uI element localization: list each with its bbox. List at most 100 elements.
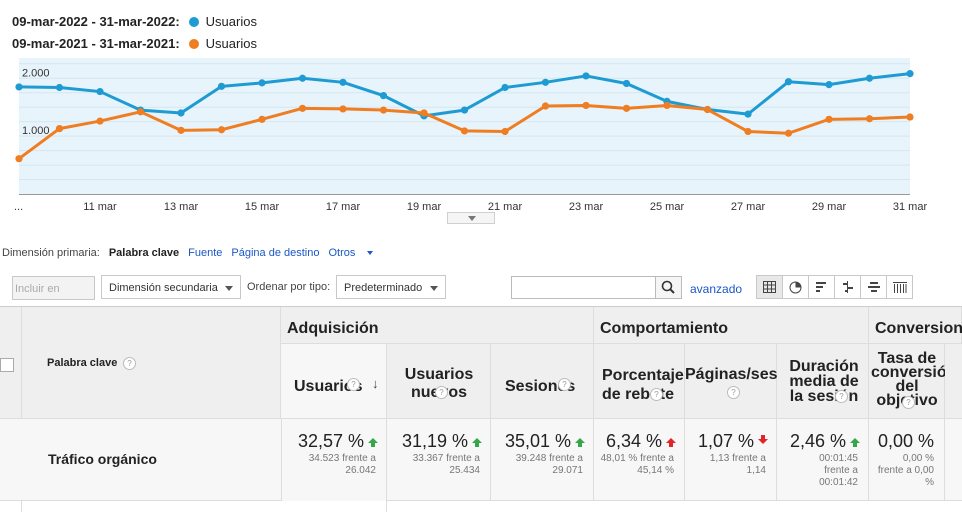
search-button[interactable] bbox=[655, 276, 682, 299]
x-tick-label: 11 mar bbox=[83, 201, 117, 213]
help-icon[interactable]: ? bbox=[123, 357, 136, 370]
data-point bbox=[339, 105, 347, 113]
sessions-change-value: 35,01 % bbox=[504, 431, 571, 451]
data-point bbox=[865, 74, 874, 82]
bounce-detail: 48,01 % frente a 45,14 % bbox=[600, 453, 674, 476]
sort-type-label: Ordenar por tipo: bbox=[247, 281, 331, 293]
data-point bbox=[663, 101, 671, 110]
pages-detail: 1,13 frente a 1,14 bbox=[709, 453, 766, 476]
duration-column-header[interactable]: Duración media de la sesión ? bbox=[777, 344, 869, 419]
acquisition-group-header: Adquisición bbox=[281, 307, 594, 344]
comparison-view-icon[interactable] bbox=[834, 275, 861, 299]
new-users-change-value: 31,19 % bbox=[401, 431, 468, 451]
data-point bbox=[96, 87, 104, 96]
secondary-dimension-select[interactable]: Dimensión secundaria bbox=[101, 275, 241, 299]
sort-type-select[interactable]: Predeterminado bbox=[336, 275, 446, 299]
chevron-down-icon bbox=[468, 216, 476, 221]
new-users-cell: 31,19 % 33.367 frente a 25.434 bbox=[387, 419, 491, 501]
bar-view-icon[interactable] bbox=[808, 275, 835, 299]
dimension-keyword[interactable]: Palabra clave bbox=[108, 247, 180, 259]
next-row-checkbox-cell bbox=[0, 501, 22, 512]
pages-column-header[interactable]: Páginas/sesión ? bbox=[685, 344, 802, 419]
dimension-landing-page[interactable]: Página de destino bbox=[231, 247, 320, 259]
conversions-label: Conversiones bbox=[875, 320, 962, 337]
include-in-chart-button[interactable]: Incluir en gráfico bbox=[12, 276, 95, 319]
primary-dimension-label: Dimensión primaria: bbox=[2, 247, 100, 259]
pivot-view-icon[interactable] bbox=[886, 275, 913, 299]
help-icon[interactable]: ? bbox=[902, 396, 915, 409]
sort-type-value: Predeterminado bbox=[344, 282, 423, 294]
data-point bbox=[339, 78, 347, 86]
next-row-divider bbox=[386, 501, 387, 512]
help-icon[interactable]: ? bbox=[435, 386, 448, 399]
summary-row-label: Tráfico orgánico bbox=[48, 451, 157, 467]
pages-cell: 1,07 % 1,13 frente a 1,14 bbox=[685, 419, 777, 501]
sort-arrow-down-icon[interactable]: ↓ bbox=[372, 376, 379, 391]
dimension-source[interactable]: Fuente bbox=[188, 247, 223, 259]
chevron-down-icon bbox=[367, 251, 374, 256]
conversion-detail: 0,00 % frente a 0,00 % bbox=[877, 453, 934, 488]
data-point bbox=[501, 83, 509, 92]
search-input[interactable] bbox=[511, 276, 656, 299]
data-point bbox=[177, 126, 185, 134]
data-point bbox=[460, 127, 469, 135]
sessions-column-label: Sesiones bbox=[505, 378, 576, 395]
term-cloud-icon[interactable] bbox=[860, 275, 887, 299]
acquisition-label: Adquisición bbox=[287, 320, 379, 337]
legend-current: 09-mar-2022 - 31-mar-2022: Usuarios bbox=[12, 14, 257, 29]
users-cell: 32,57 % 34.523 frente a 26.042 bbox=[281, 419, 387, 501]
arrow-up-green-icon bbox=[850, 438, 860, 447]
select-all-checkbox[interactable] bbox=[0, 358, 14, 372]
help-icon[interactable]: ? bbox=[727, 386, 740, 399]
dimension-others[interactable]: Otros bbox=[328, 247, 382, 259]
users-line-chart[interactable]: 2.000 1.000... 11 mar 13 mar 15 mar 17 mar 19 … bbox=[0, 58, 962, 228]
data-point bbox=[420, 109, 428, 117]
grid-view-icon[interactable] bbox=[756, 275, 783, 299]
x-tick-label: 25 mar bbox=[650, 201, 685, 213]
pie-view-icon[interactable] bbox=[782, 275, 809, 299]
data-point bbox=[703, 105, 712, 114]
advanced-link[interactable]: avanzado bbox=[690, 282, 743, 296]
conversion-rate-column-header[interactable]: Tasa de conversión del objetivo ? bbox=[869, 344, 956, 419]
data-point bbox=[217, 82, 226, 90]
new-users-column-header[interactable]: Usuarios nuevos ? bbox=[387, 344, 491, 419]
data-point bbox=[582, 101, 590, 110]
data-point bbox=[379, 92, 388, 100]
bounce-change-value: 6,34 % bbox=[605, 431, 662, 451]
arrow-up-green-icon bbox=[368, 438, 378, 447]
keyword-header[interactable]: Palabra clave ? bbox=[22, 307, 281, 419]
data-point bbox=[906, 113, 914, 121]
duration-cell: 2,46 % 00:01:45 frente a 00:01:42 bbox=[777, 419, 869, 501]
data-point bbox=[460, 106, 469, 114]
data-point bbox=[177, 109, 185, 117]
dimension-others-label: Otros bbox=[328, 247, 356, 259]
x-tick-label: ... bbox=[14, 201, 23, 213]
help-icon[interactable]: ? bbox=[558, 378, 571, 391]
x-tick-label: 31 mar bbox=[893, 201, 928, 213]
sessions-column-header[interactable]: Sesiones ? bbox=[491, 344, 594, 419]
legend-previous: 09-mar-2021 - 31-mar-2021: Usuarios bbox=[12, 36, 257, 51]
data-point bbox=[541, 102, 550, 110]
y-tick-label: 2.000 bbox=[22, 67, 50, 79]
help-icon[interactable]: ? bbox=[650, 388, 663, 401]
data-point bbox=[258, 115, 266, 123]
arrow-up-green-icon bbox=[575, 438, 585, 447]
data-point bbox=[622, 104, 631, 112]
bounce-column-header[interactable]: Porcentaje de rebote ? bbox=[594, 344, 685, 419]
users-detail: 34.523 frente a 26.042 bbox=[308, 453, 376, 476]
data-point bbox=[784, 129, 793, 137]
x-tick-label: 13 mar bbox=[164, 201, 199, 213]
help-icon[interactable]: ? bbox=[835, 390, 848, 403]
select-all-cell bbox=[0, 307, 22, 419]
secondary-dimension-label: Dimensión secundaria bbox=[109, 282, 218, 294]
duration-column-label: Duración media de la sesión bbox=[789, 358, 859, 405]
users-column-header[interactable]: Usuarios ? ↓ bbox=[281, 344, 387, 419]
chart-collapse-handle[interactable] bbox=[447, 212, 495, 224]
x-tick-label: 29 mar bbox=[812, 201, 847, 213]
legend-metric-previous: Usuarios bbox=[205, 36, 257, 51]
plot-area bbox=[19, 58, 910, 194]
data-point bbox=[865, 115, 874, 123]
help-icon[interactable]: ? bbox=[347, 378, 360, 391]
data-point bbox=[541, 78, 550, 86]
legend-range-current: 09-mar-2022 - 31-mar-2022: bbox=[12, 14, 180, 29]
